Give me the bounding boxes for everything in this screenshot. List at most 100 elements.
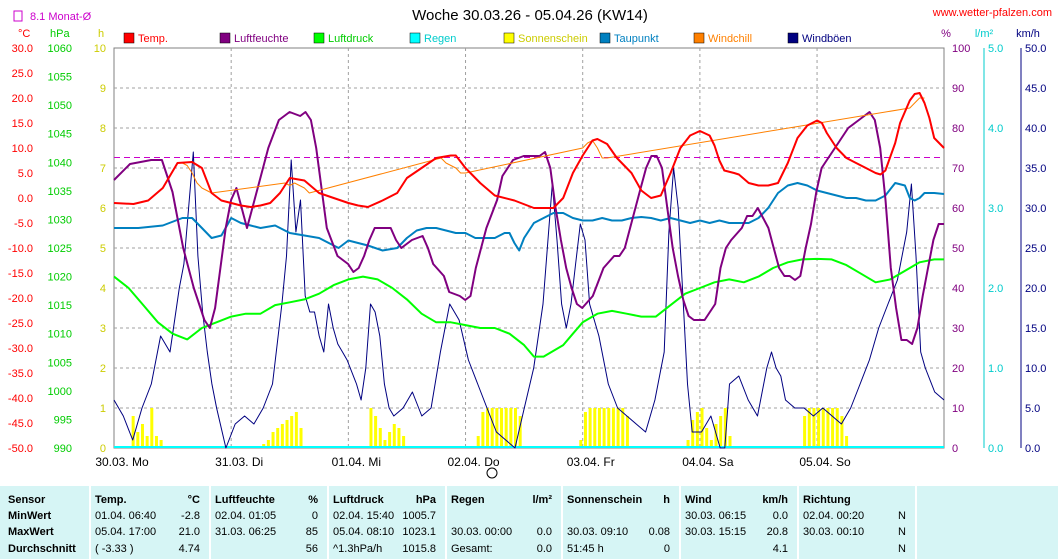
- axis-tick-label: 4: [100, 283, 106, 295]
- table-cell-value: 0.0: [773, 510, 788, 522]
- axis-unit-label: km/h: [1016, 28, 1040, 40]
- axis-tick-label: 10.0: [12, 143, 33, 155]
- axis-tick-label: 2: [100, 363, 106, 375]
- x-tick-label: 01.04. Mi: [332, 455, 381, 469]
- table-cell-value: 21.0: [179, 526, 200, 538]
- sunshine-bar: [486, 408, 490, 448]
- table-cell-time: 30.03. 09:10: [567, 526, 628, 538]
- table-cell-time: 05.04. 08:10: [333, 526, 394, 538]
- axis-tick-label: 0.0: [18, 193, 33, 205]
- table-cell-time: 02.04. 15:40: [333, 510, 394, 522]
- legend-swatch: [787, 32, 799, 44]
- sunshine-bar: [695, 412, 699, 448]
- table-section-name: Luftfeuchte: [215, 494, 275, 506]
- axis-tick-label: 100: [952, 43, 970, 55]
- series-layer: [113, 92, 945, 449]
- legend-swatch: [219, 32, 231, 44]
- axis-tick-label: 5.0: [18, 168, 33, 180]
- legend-label: Luftfeuchte: [234, 33, 288, 45]
- axis-tick-label: 5.0: [1025, 403, 1040, 415]
- sunshine-bar: [136, 432, 140, 448]
- sunshine-bar: [402, 436, 406, 448]
- sunshine-bar: [597, 408, 601, 448]
- axis-tick-label: -25.0: [8, 318, 33, 330]
- axis-tick-label: 50.0: [1025, 43, 1046, 55]
- axis-tick-label: 0: [100, 443, 106, 455]
- axis-tick-label: 1: [100, 403, 106, 415]
- sunshine-bar: [481, 412, 485, 448]
- axis-tick-label: 90: [952, 83, 964, 95]
- x-tick-label: 03.04. Fr: [567, 455, 615, 469]
- sunshine-bar: [807, 408, 811, 448]
- axis-tick-label: -15.0: [8, 268, 33, 280]
- axis-tick-label: 30.0: [12, 43, 33, 55]
- sunshine-bar: [602, 408, 606, 448]
- axis-tick-label: 990: [54, 443, 72, 455]
- series-windchill: [182, 97, 925, 194]
- stats-table: Sensor MinWert MaxWert Durchschnitt Temp. °C 0…: [0, 486, 1058, 559]
- axis-tick-label: 35.0: [1025, 163, 1046, 175]
- axis-tick-label: 45.0: [1025, 83, 1046, 95]
- sunshine-bar: [294, 412, 298, 448]
- axis-tick-label: 50: [952, 243, 964, 255]
- table-cell-value: 1005.7: [402, 510, 436, 522]
- table-section-unit: l/m²: [532, 494, 552, 506]
- axis-tick-label: 9: [100, 83, 106, 95]
- axis-tick-label: 6: [100, 203, 106, 215]
- table-section-name: Richtung: [803, 494, 851, 506]
- axis-tick-label: 1055: [48, 72, 72, 84]
- table-header-sensor: Sensor: [8, 494, 46, 506]
- sunshine-bar: [280, 424, 284, 448]
- sunshine-bar: [378, 428, 382, 448]
- sunshine-bar: [691, 420, 695, 448]
- legend-swatch: [503, 32, 515, 44]
- table-cell-time: 51:45 h: [567, 543, 604, 555]
- legend-label: Windböen: [802, 33, 852, 45]
- table-cell-value: 4.1: [773, 543, 788, 555]
- axis-tick-label: -20.0: [8, 293, 33, 305]
- table-cell-value: N: [898, 526, 906, 538]
- sunshine-bar: [159, 440, 163, 448]
- site-link[interactable]: www.wetter-pfalzen.com: [932, 7, 1052, 19]
- sunshine-bar: [588, 408, 592, 448]
- x-tick-label: 02.04. Do: [448, 455, 500, 469]
- table-section-name: Regen: [451, 494, 485, 506]
- series-windben: [113, 151, 945, 449]
- axis-tick-label: 20.0: [1025, 283, 1046, 295]
- sunshine-bar: [700, 408, 704, 448]
- series-temp: [113, 92, 945, 209]
- legend-swatch: [123, 32, 135, 44]
- table-cell-time: 30.03. 00:10: [803, 526, 864, 538]
- axis-tick-label: -40.0: [8, 393, 33, 405]
- table-cell-value: 0.08: [649, 526, 670, 538]
- axis-tick-label: 60: [952, 203, 964, 215]
- x-tick-label: 05.04. So: [799, 455, 851, 469]
- axis-tick-label: 10.0: [1025, 363, 1046, 375]
- table-background: [0, 486, 1058, 559]
- table-cell-value: 0.0: [537, 543, 552, 555]
- table-cell-value: 0: [312, 510, 318, 522]
- sunshine-bar: [383, 440, 387, 448]
- table-cell-time: 30.03. 15:15: [685, 526, 746, 538]
- sunshine-bar: [374, 416, 378, 448]
- axis-tick-label: 25.0: [12, 68, 33, 80]
- axis-tick-label: 20: [952, 363, 964, 375]
- legend-swatch: [313, 32, 325, 44]
- sunshine-bar: [719, 416, 723, 448]
- axis-tick-label: 1040: [48, 157, 72, 169]
- axis-tick-label: 5.0: [988, 43, 1003, 55]
- axis-tick-label: 40.0: [1025, 123, 1046, 135]
- legend-label: Taupunkt: [614, 33, 659, 45]
- axis-tick-label: -10.0: [8, 243, 33, 255]
- sunshine-bar: [714, 424, 718, 448]
- sunshine-bar: [583, 412, 587, 448]
- sunshine-bar: [621, 408, 625, 448]
- x-tick-label: 30.03. Mo: [95, 455, 149, 469]
- sunshine-bar: [803, 416, 807, 448]
- table-cell-value: 0.0: [537, 526, 552, 538]
- chart-title: Woche 30.03.26 - 05.04.26 (KW14): [412, 7, 648, 24]
- table-cell-value: 1015.8: [402, 543, 436, 555]
- table-section-name: Wind: [685, 494, 712, 506]
- axis-tick-label: 1020: [48, 272, 72, 284]
